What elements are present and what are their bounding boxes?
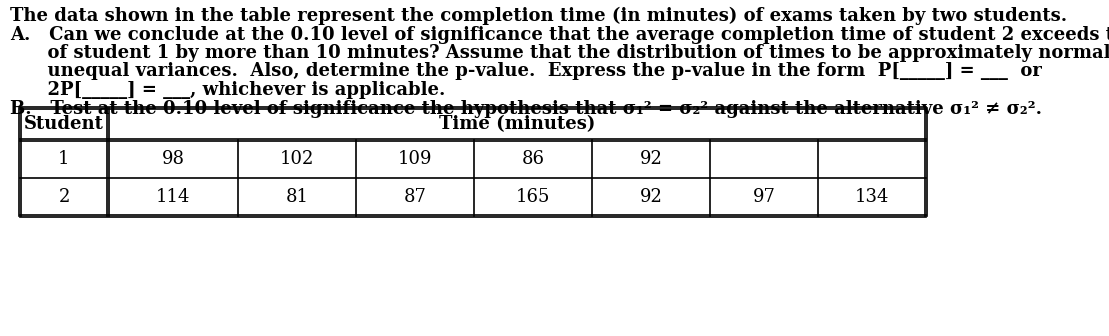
Text: A.   Can we conclude at the 0.10 level of significance that the average completi: A. Can we conclude at the 0.10 level of … <box>10 26 1109 43</box>
Text: 92: 92 <box>640 150 662 168</box>
Text: unequal variances.  Also, determine the p-value.  Express the p-value in the for: unequal variances. Also, determine the p… <box>10 62 1041 81</box>
Text: of student 1 by more than 10 minutes? Assume that the distribution of times to b: of student 1 by more than 10 minutes? As… <box>10 44 1109 62</box>
Text: 86: 86 <box>521 150 545 168</box>
Text: 1: 1 <box>59 150 70 168</box>
Text: B.   Test at the 0.10 level of significance the hypothesis that σ₁² = σ₂² agains: B. Test at the 0.10 level of significanc… <box>10 99 1042 118</box>
Text: 165: 165 <box>516 188 550 206</box>
Text: Time (minutes): Time (minutes) <box>439 115 596 133</box>
Text: 92: 92 <box>640 188 662 206</box>
Text: 87: 87 <box>404 188 427 206</box>
Text: 102: 102 <box>279 150 314 168</box>
Text: 97: 97 <box>753 188 775 206</box>
Text: 109: 109 <box>398 150 433 168</box>
Text: Student: Student <box>24 115 104 133</box>
Text: 114: 114 <box>155 188 190 206</box>
Text: The data shown in the table represent the completion time (in minutes) of exams : The data shown in the table represent th… <box>10 7 1067 25</box>
Text: 98: 98 <box>162 150 184 168</box>
Text: 134: 134 <box>855 188 889 206</box>
Text: 2: 2 <box>59 188 70 206</box>
Text: 81: 81 <box>285 188 308 206</box>
Text: 2P[_____] = ___, whichever is applicable.: 2P[_____] = ___, whichever is applicable… <box>10 81 446 99</box>
